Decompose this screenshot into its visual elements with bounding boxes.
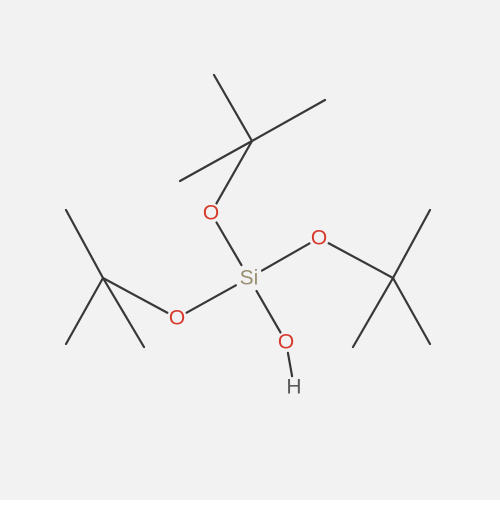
atom-label-H: H xyxy=(286,377,301,398)
atom-label-O1: O xyxy=(203,203,219,224)
atom-label-O2: O xyxy=(311,228,327,249)
atom-label-O3: O xyxy=(169,308,185,329)
molecule-diagram: Si O O O O H xyxy=(0,0,500,500)
atom-label-O4: O xyxy=(278,332,294,353)
atom-label-Si: Si xyxy=(240,268,259,289)
molecule-svg xyxy=(0,0,500,500)
